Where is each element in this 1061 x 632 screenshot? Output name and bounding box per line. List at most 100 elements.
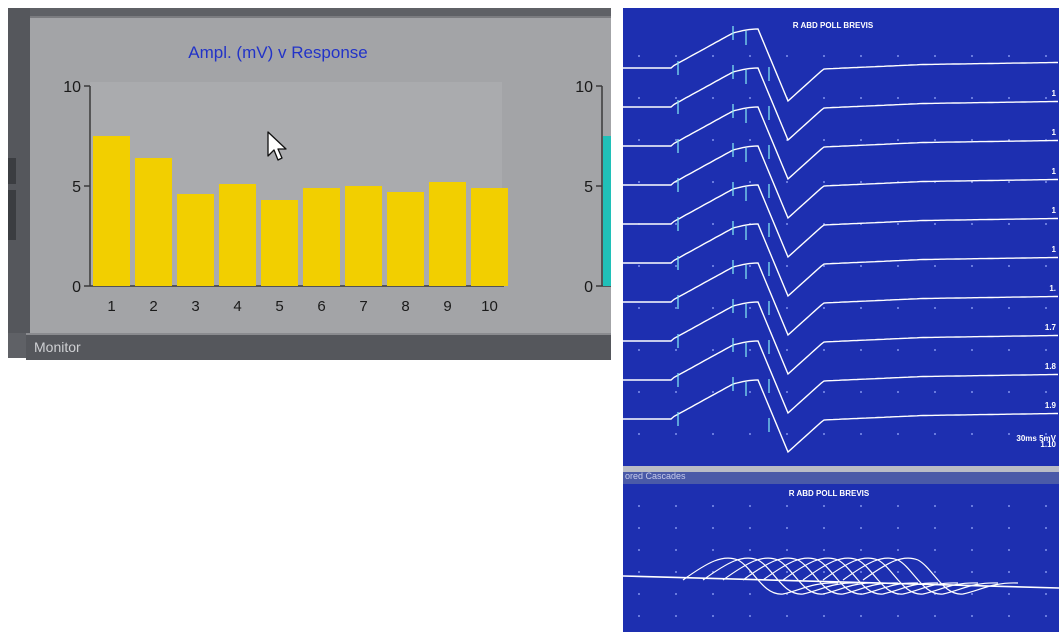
- grid-dot: [971, 55, 973, 57]
- grid-dot: [675, 391, 677, 393]
- x-tick-label: 10: [481, 298, 498, 315]
- grid-dot: [971, 571, 973, 573]
- grid-dots: [638, 55, 1047, 435]
- grid-dot: [823, 505, 825, 507]
- trace-label: 1.10: [1040, 440, 1056, 449]
- grid-dot: [860, 549, 862, 551]
- waveform-trace: [623, 379, 1058, 454]
- grid-dot: [823, 55, 825, 57]
- grid-dot: [749, 505, 751, 507]
- x-tick-label: 1: [107, 298, 115, 315]
- grid-dot: [1008, 505, 1010, 507]
- waveform-cascade-window: 1 1 1 1 1 1. 1.7 1.8 1.9 1.10 R ABD POLL BREVIS 3…: [621, 8, 1061, 632]
- x-tick-label: 5: [275, 298, 283, 315]
- panel-divider[interactable]: [623, 466, 1059, 472]
- grid-dot: [675, 527, 677, 529]
- stored-cascades-label: ored Cascades: [625, 471, 686, 481]
- grid-dot: [749, 97, 751, 99]
- grid-dot: [823, 97, 825, 99]
- grid-dot: [1045, 97, 1047, 99]
- monitor-tab[interactable]: Monitor: [26, 333, 611, 360]
- bar: [303, 188, 340, 286]
- grid-dot: [712, 615, 714, 617]
- grid-dot: [638, 391, 640, 393]
- grid-dot: [897, 307, 899, 309]
- grid-dot: [971, 181, 973, 183]
- superimposed-traces: [623, 557, 1059, 595]
- grid-dot: [971, 307, 973, 309]
- superimposed-trace: [762, 557, 919, 595]
- grid-dot: [1008, 181, 1010, 183]
- grid-dot: [823, 527, 825, 529]
- grid-dot: [638, 571, 640, 573]
- grid-dot: [638, 55, 640, 57]
- grid-dot: [638, 349, 640, 351]
- frame-handle[interactable]: [8, 158, 16, 184]
- grid-dot: [971, 593, 973, 595]
- secondary-tick-label: 0: [584, 279, 593, 296]
- grid-dot: [860, 307, 862, 309]
- superimposed-trace: [822, 557, 979, 595]
- grid-dot: [971, 433, 973, 435]
- grid-dot: [971, 349, 973, 351]
- grid-dot: [860, 527, 862, 529]
- grid-dot: [971, 223, 973, 225]
- muscle-title: R ABD POLL BREVIS: [789, 489, 870, 498]
- grid-dot: [712, 307, 714, 309]
- grid-dot: [712, 223, 714, 225]
- grid-dot: [638, 527, 640, 529]
- grid-dot: [860, 391, 862, 393]
- y-tick-label: 0: [72, 279, 81, 296]
- grid-dot: [675, 55, 677, 57]
- waveform-trace: [623, 301, 1058, 376]
- grid-dot: [823, 571, 825, 573]
- grid-dot: [786, 615, 788, 617]
- grid-dot: [971, 391, 973, 393]
- muscle-title: R ABD POLL BREVIS: [793, 21, 874, 30]
- grid-dot: [971, 505, 973, 507]
- frame-handle[interactable]: [8, 190, 16, 240]
- grid-dot: [675, 307, 677, 309]
- y-tick-label: 5: [72, 179, 81, 196]
- x-tick-label: 4: [233, 298, 241, 315]
- grid-dot: [1008, 571, 1010, 573]
- grid-dot: [860, 505, 862, 507]
- secondary-chart-axis: 10 5 0: [575, 79, 611, 296]
- grid-dot: [897, 223, 899, 225]
- waveform-trace: [623, 67, 1058, 142]
- grid-dot: [786, 571, 788, 573]
- grid-dot: [1045, 349, 1047, 351]
- grid-dot: [786, 181, 788, 183]
- grid-dot: [934, 505, 936, 507]
- grid-dot: [897, 571, 899, 573]
- trace-label: 1.8: [1045, 362, 1057, 371]
- grid-dot: [823, 307, 825, 309]
- grid-dot: [897, 391, 899, 393]
- grid-dot: [675, 549, 677, 551]
- grid-dot: [749, 307, 751, 309]
- bar: [261, 200, 298, 286]
- grid-dot: [860, 571, 862, 573]
- y-tick-label: 10: [63, 79, 81, 96]
- grid-dot: [1045, 223, 1047, 225]
- grid-dot: [749, 55, 751, 57]
- amplitude-chart: Ampl. (mV) v Response 10 5 0 1 2 3 4 5 6 7 8 9 10 10…: [30, 16, 611, 335]
- bar: [177, 194, 214, 286]
- amplitude-chart-svg: Ampl. (mV) v Response 10 5 0 1 2 3 4 5 6 7 8 9 10 10…: [63, 43, 611, 315]
- superimposed-trace: [722, 557, 879, 595]
- grid-dot: [934, 55, 936, 57]
- grid-dot: [712, 505, 714, 507]
- grid-dot: [786, 349, 788, 351]
- bar: [135, 158, 172, 286]
- grid-dot: [675, 223, 677, 225]
- grid-dot: [823, 433, 825, 435]
- grid-dot: [1008, 549, 1010, 551]
- grid-dot: [1008, 615, 1010, 617]
- chart-title: Ampl. (mV) v Response: [188, 43, 368, 62]
- trace-label: 1.9: [1045, 401, 1057, 410]
- superimposed-trace: [862, 557, 1019, 595]
- grid-dot: [638, 549, 640, 551]
- secondary-tick-label: 10: [575, 79, 593, 96]
- grid-dot: [786, 307, 788, 309]
- grid-dot: [897, 97, 899, 99]
